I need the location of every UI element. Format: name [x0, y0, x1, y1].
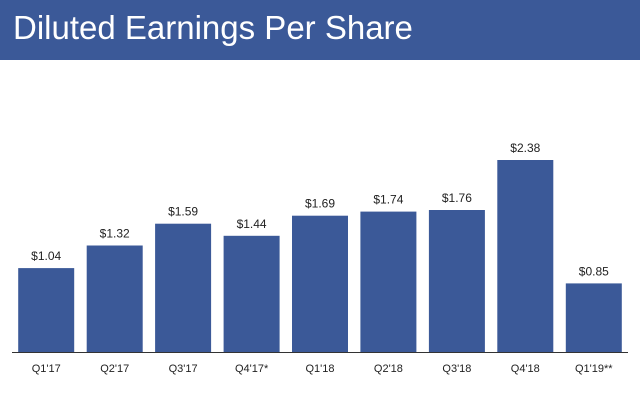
- bar-Q1'19**: [565, 283, 622, 352]
- bar-Q3'18: [428, 210, 485, 352]
- data-label-Q3'18: $1.76: [442, 191, 472, 205]
- data-label-Q4'17*: $1.44: [237, 217, 267, 231]
- x-tick-label-Q4'17*: Q4'17*: [235, 363, 269, 375]
- bar-Q4'17*: [223, 235, 280, 352]
- data-label-Q1'18: $1.69: [305, 197, 335, 211]
- x-tick-label-Q3'17: Q3'17: [169, 363, 198, 375]
- x-tick-label-Q2'18: Q2'18: [374, 363, 403, 375]
- bar-Q1'17: [18, 268, 75, 352]
- data-label-Q1'17: $1.04: [31, 249, 61, 263]
- x-tick-label-Q4'18: Q4'18: [511, 363, 540, 375]
- bar-Q2'17: [86, 245, 143, 352]
- x-tick-label-Q1'17: Q1'17: [32, 363, 61, 375]
- x-tick-label-Q1'18: Q1'18: [305, 363, 334, 375]
- data-label-Q2'17: $1.32: [100, 227, 130, 241]
- data-label-Q1'19**: $0.85: [579, 264, 609, 278]
- title-banner: Diluted Earnings Per Share: [0, 0, 640, 60]
- data-label-Q4'18: $2.38: [510, 141, 540, 155]
- x-tick-label-Q3'18: Q3'18: [442, 363, 471, 375]
- bar-Q1'18: [292, 215, 348, 352]
- bar-Q3'17: [155, 223, 212, 352]
- x-tick-label-Q2'17: Q2'17: [100, 363, 129, 375]
- bar-Q2'18: [360, 211, 417, 352]
- x-tick-label-Q1'19**: Q1'19**: [575, 363, 613, 375]
- data-label-Q2'18: $1.74: [373, 193, 403, 207]
- bar-chart: $1.04 Q1'17 $1.32 Q2'17 $1.59 Q3'17 $1.44 Q4'17…: [12, 141, 628, 375]
- chart-title: Diluted Earnings Per Share: [13, 9, 413, 46]
- data-label-Q3'17: $1.59: [168, 205, 198, 219]
- bar-Q4'18: [497, 160, 554, 352]
